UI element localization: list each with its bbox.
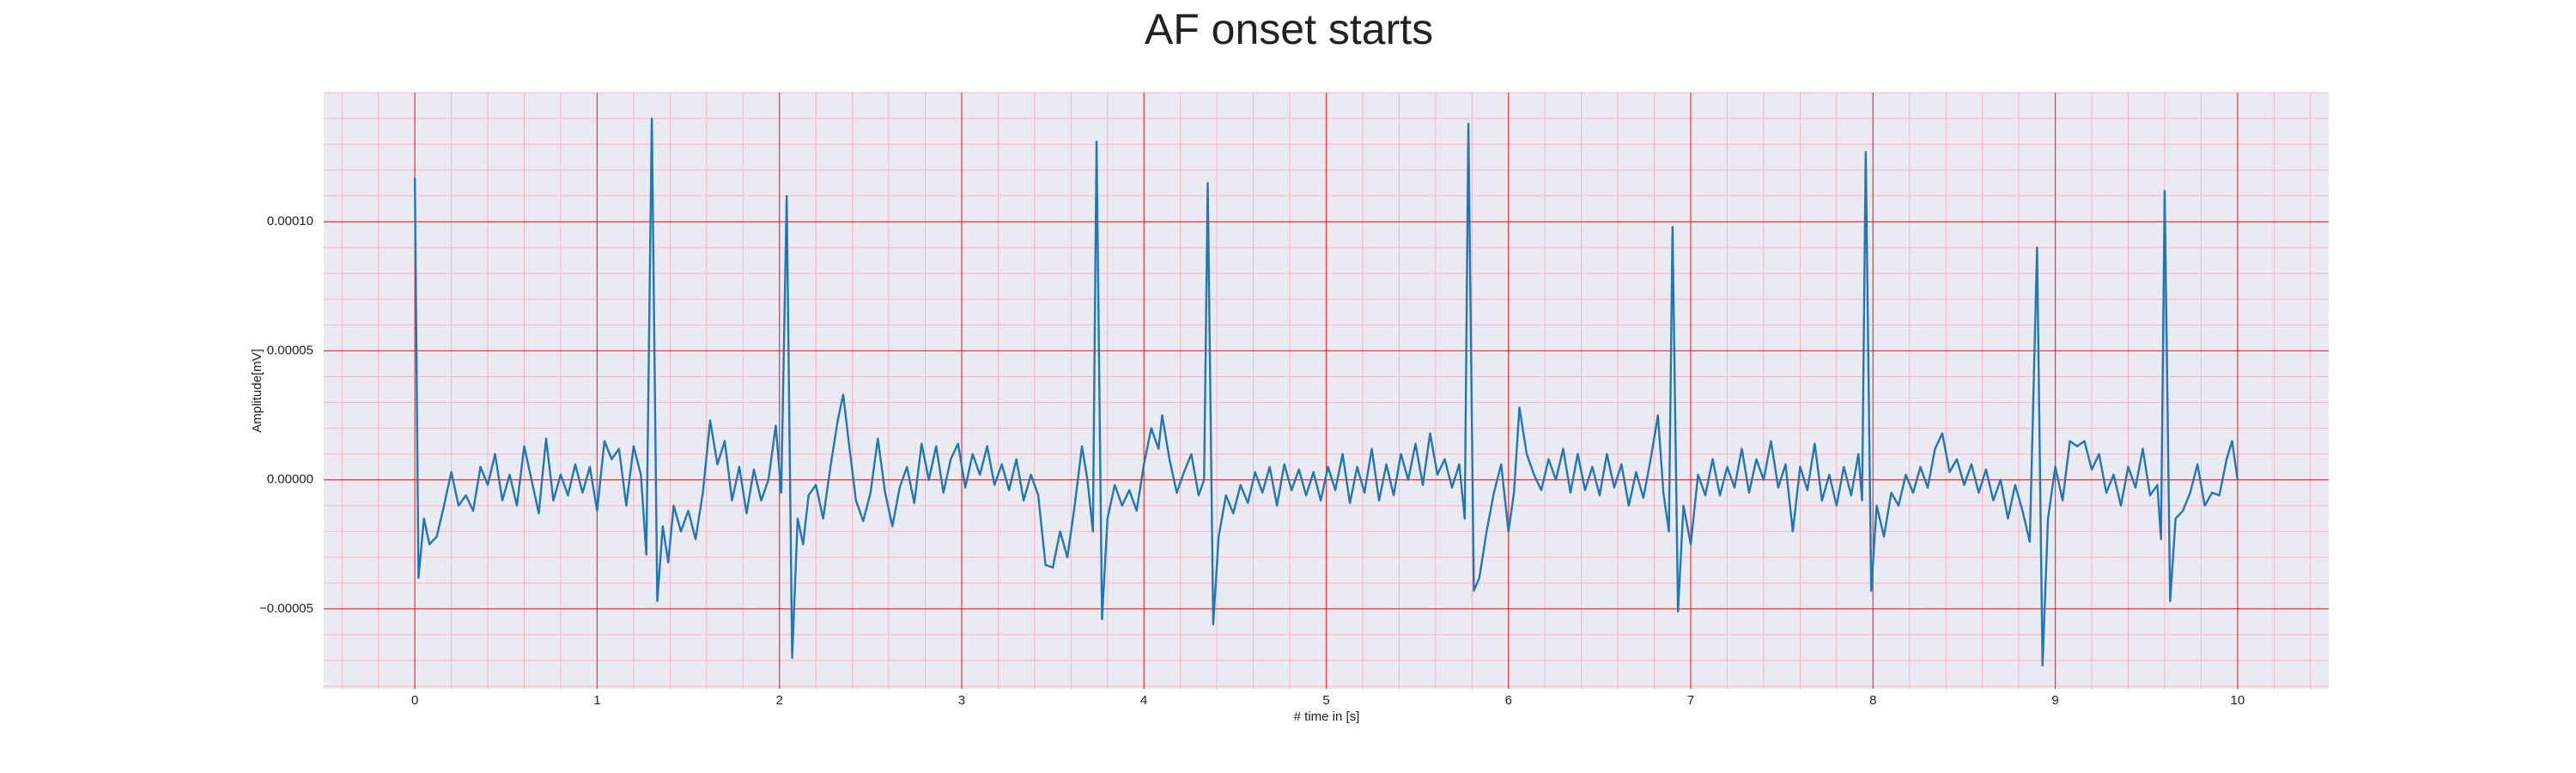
x-tick-label: 3 — [958, 693, 965, 708]
y-tick-label: −0.00005 — [259, 601, 313, 616]
y-axis-label: Amplitude[mV] — [250, 349, 264, 433]
y-tick-label: 0.00010 — [267, 214, 313, 228]
x-tick-label: 7 — [1687, 693, 1694, 708]
x-tick-label: 6 — [1505, 693, 1512, 708]
chart-title: AF onset starts — [1145, 5, 1433, 53]
x-tick-label: 10 — [2231, 693, 2245, 708]
x-tick-label: 4 — [1140, 693, 1147, 708]
x-tick-label: 0 — [411, 693, 418, 708]
x-tick-label: 8 — [1869, 693, 1876, 708]
x-tick-label: 9 — [2051, 693, 2058, 708]
signal-line — [413, 117, 2239, 667]
y-tick-label: 0.00005 — [267, 343, 313, 357]
x-tick-label: 5 — [1322, 693, 1329, 708]
y-tick-label: 0.00000 — [267, 472, 313, 487]
x-tick-label: 2 — [776, 693, 783, 708]
x-axis-label: # time in [s] — [1294, 709, 1360, 724]
x-tick-label: 1 — [593, 693, 600, 708]
